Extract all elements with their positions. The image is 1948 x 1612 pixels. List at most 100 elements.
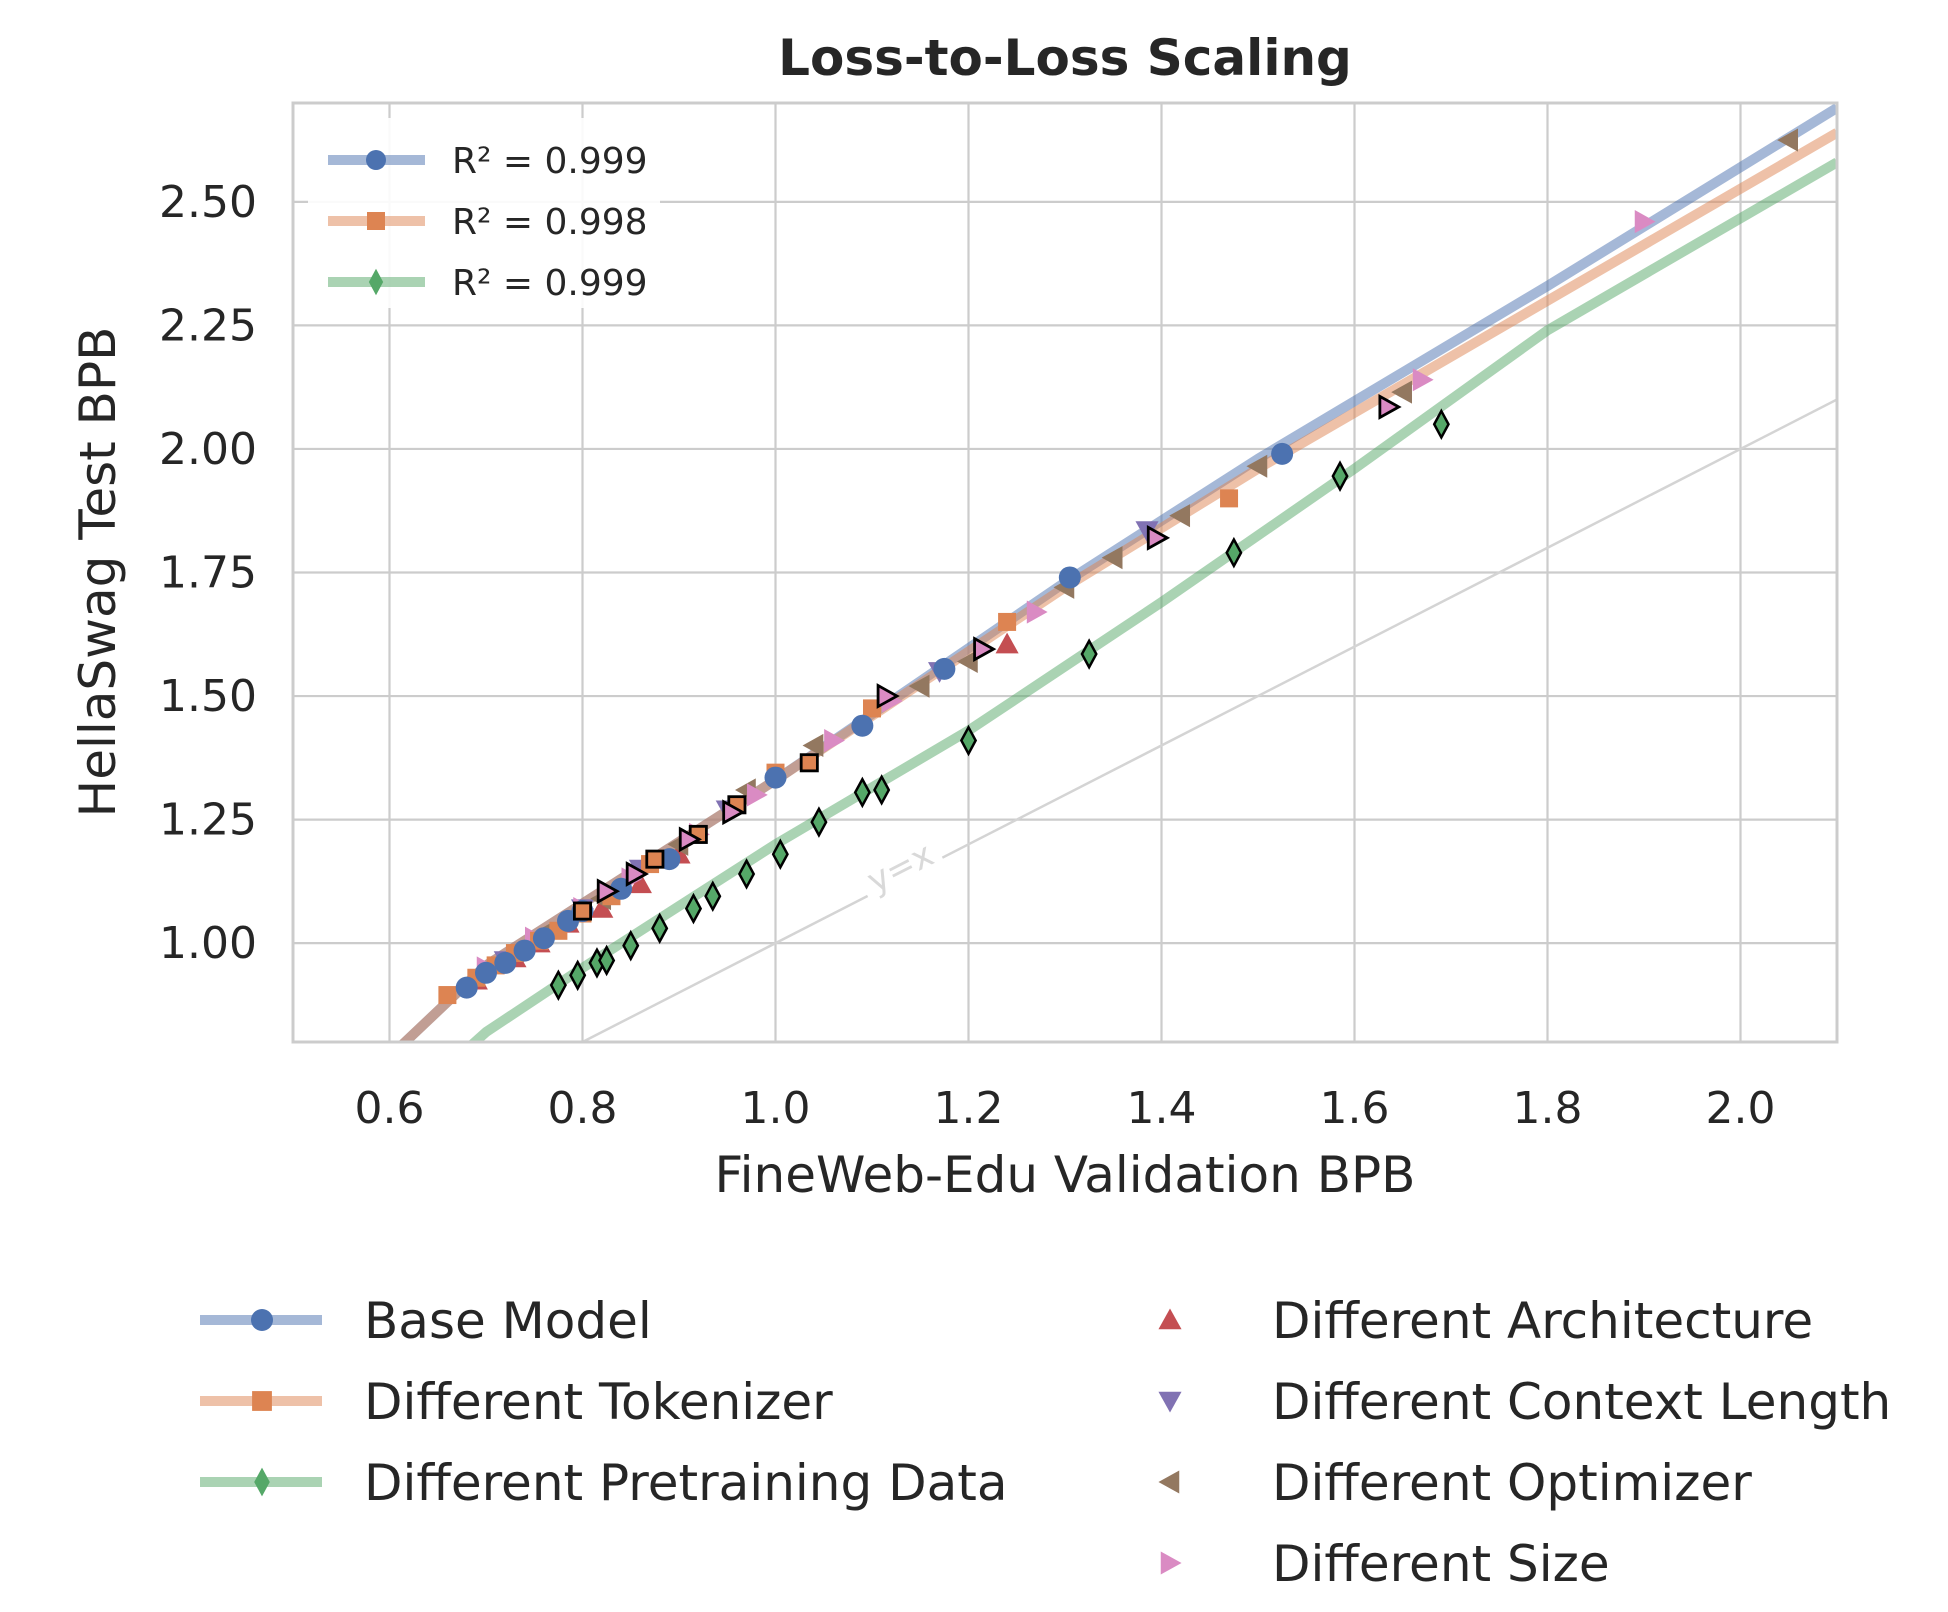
different-optimizer-point xyxy=(1169,504,1191,528)
x-axis-label: FineWeb-Edu Validation BPB xyxy=(715,1146,1416,1204)
highlighted-square-point xyxy=(799,753,819,773)
legend-marker-triangle-up xyxy=(1158,1308,1182,1330)
x-tick-label: 1.6 xyxy=(1320,1083,1390,1134)
legend-label: Different Pretraining Data xyxy=(364,1454,1007,1512)
inset-legend-box xyxy=(308,118,660,308)
highlighted-triangle-right-point xyxy=(625,861,649,887)
different-pretraining-data-point xyxy=(549,969,567,1001)
inset-legend-label: R² = 0.999 xyxy=(452,141,648,182)
x-tick-label: 1.8 xyxy=(1513,1083,1583,1134)
different-tokenizer-point xyxy=(998,612,1017,631)
different-pretraining-data-point xyxy=(684,892,703,925)
inset-legend-label: R² = 0.998 xyxy=(452,202,648,243)
y-tick-label: 2.00 xyxy=(159,424,257,475)
different-size-point xyxy=(746,783,768,807)
different-pretraining-data-point xyxy=(873,774,891,806)
y-tick-label: 2.50 xyxy=(159,177,257,228)
different-tokenizer-point xyxy=(1220,489,1239,508)
different-optimizer-point xyxy=(1101,546,1123,570)
inset-legend: R² = 0.999 R² = 0.998 R² = 0.999 xyxy=(308,118,660,308)
y-tick-label: 1.50 xyxy=(159,671,257,722)
legend-marker-square xyxy=(252,1391,272,1411)
different-pretraining-data-point xyxy=(704,880,722,913)
y-tick-label: 2.25 xyxy=(159,300,257,351)
highlighted-triangle-right-point xyxy=(596,878,621,905)
legend-label: Different Tokenizer xyxy=(364,1373,833,1431)
different-optimizer-point xyxy=(1391,380,1412,404)
different-architecture-point xyxy=(590,897,614,918)
different-optimizer-point xyxy=(956,649,978,674)
bottom-legend: Base Model Different Tokenizer Different P… xyxy=(200,1292,1891,1593)
chart-title: Loss-to-Loss Scaling xyxy=(778,29,1352,87)
base-model-point xyxy=(513,939,536,962)
different-pretraining-data-point xyxy=(1331,460,1349,492)
base-model-point xyxy=(494,951,517,974)
legend-marker-triangle-left xyxy=(1158,1470,1180,1494)
highlighted-square-point xyxy=(645,849,665,869)
x-tick-label: 0.6 xyxy=(355,1083,425,1134)
legend-label: Different Context Length xyxy=(1272,1373,1891,1431)
x-tick-labels: 0.6 0.8 1.0 1.2 1.4 1.6 1.8 2.0 xyxy=(355,1083,1776,1134)
highlighted-triangle-right-point xyxy=(1378,394,1402,420)
different-pretraining-data-point xyxy=(1432,408,1450,441)
legend-label: Different Architecture xyxy=(1272,1292,1813,1350)
different-pretraining-data-point xyxy=(810,806,828,838)
base-model-point xyxy=(1058,566,1081,589)
different-size-point xyxy=(1412,368,1434,392)
x-tick-label: 1.0 xyxy=(741,1083,811,1134)
different-optimizer-point xyxy=(802,733,824,758)
different-architecture-point xyxy=(628,872,652,894)
different-pretraining-data-point xyxy=(771,838,789,871)
highlighted-triangle-right-point xyxy=(678,826,703,853)
highlighted-triangle-right-point xyxy=(973,636,997,662)
data-points xyxy=(438,128,1798,1005)
different-size-point xyxy=(1634,210,1656,234)
different-pretraining-data-point xyxy=(1080,638,1098,670)
legend-marker-circle xyxy=(251,1309,273,1331)
base-model-point xyxy=(1271,442,1294,465)
legend-marker-triangle-right xyxy=(1160,1551,1182,1575)
inset-legend-marker-diamond xyxy=(368,268,384,296)
different-optimizer-point xyxy=(1777,128,1798,152)
base-model-point xyxy=(851,714,874,737)
different-pretraining-data-point xyxy=(853,776,871,809)
reference-line-label-bg xyxy=(852,828,949,908)
y-tick-label: 1.00 xyxy=(159,918,257,969)
different-pretraining-data-point xyxy=(598,944,616,977)
x-tick-label: 0.8 xyxy=(548,1083,618,1134)
legend-label: Different Optimizer xyxy=(1272,1454,1752,1512)
y-tick-label: 1.25 xyxy=(159,795,257,846)
y-tick-labels: 1.00 1.25 1.50 1.75 2.00 2.25 2.50 xyxy=(159,177,257,969)
different-optimizer-point xyxy=(1246,454,1268,478)
y-tick-label: 1.75 xyxy=(159,548,257,599)
x-tick-label: 2.0 xyxy=(1706,1083,1776,1134)
different-pretraining-data-point xyxy=(622,929,640,962)
different-size-point xyxy=(824,728,845,753)
highlighted-square-point xyxy=(573,901,593,921)
highlighted-triangle-right-point xyxy=(876,683,900,709)
base-model-point xyxy=(764,766,787,789)
different-pretraining-data-point xyxy=(959,724,978,757)
highlighted-triangle-right-point xyxy=(722,799,746,826)
highlighted-triangle-right-point xyxy=(1146,525,1171,551)
different-size-point xyxy=(1026,600,1048,624)
x-tick-label: 1.2 xyxy=(934,1083,1004,1134)
base-model-point xyxy=(475,961,497,984)
base-model-point xyxy=(933,657,956,680)
inset-legend-marker-circle xyxy=(366,150,386,170)
x-tick-label: 1.4 xyxy=(1127,1083,1197,1134)
base-model-point xyxy=(532,927,555,950)
base-model-point xyxy=(455,976,478,999)
legend-label: Base Model xyxy=(364,1292,652,1350)
different-tokenizer-point xyxy=(438,986,457,1005)
legend-marker-diamond xyxy=(254,1467,270,1497)
different-pretraining-data-point xyxy=(737,858,756,890)
y-axis-label: HellaSwag Test BPB xyxy=(69,327,127,818)
different-pretraining-data-point xyxy=(1225,536,1243,569)
inset-legend-label: R² = 0.999 xyxy=(452,263,648,304)
different-tokenizer-point xyxy=(863,699,881,718)
inset-legend-marker-square xyxy=(367,212,385,230)
reference-line-y-equals-x xyxy=(581,398,1837,1042)
legend-marker-triangle-down xyxy=(1158,1391,1182,1413)
